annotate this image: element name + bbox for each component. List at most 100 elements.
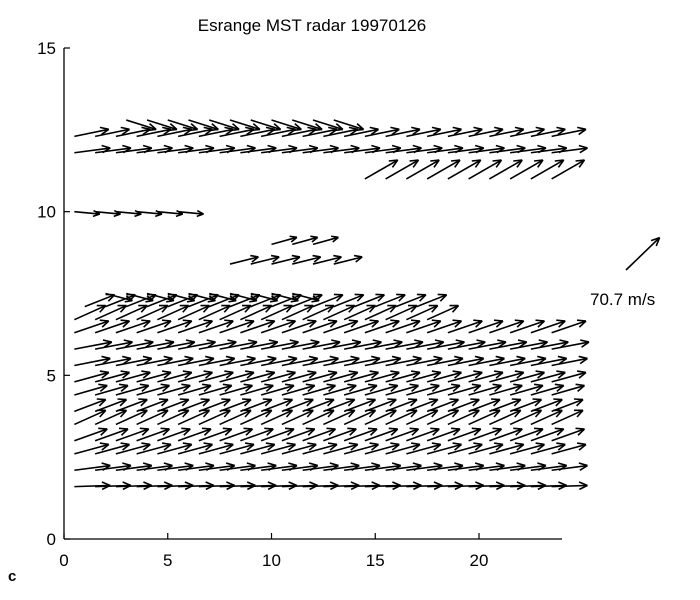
vector-head: [470, 398, 480, 401]
vector-shaft: [302, 128, 338, 138]
wind-vector: [447, 370, 483, 383]
vector-head: [311, 299, 320, 303]
vector-head: [305, 427, 315, 430]
vector-shaft: [281, 398, 314, 413]
vector-shaft: [115, 320, 151, 334]
vector-head: [573, 398, 584, 401]
vector-head: [182, 442, 192, 446]
vector-head: [513, 427, 523, 430]
vector-head: [347, 383, 357, 387]
vector-head: [557, 159, 565, 168]
wind-vector: [260, 370, 296, 383]
vector-head: [147, 128, 157, 132]
wind-vector: [447, 339, 486, 350]
vector-shaft: [426, 409, 459, 426]
vector-head: [537, 144, 547, 149]
vector-shaft: [198, 464, 235, 472]
vector-shaft: [426, 159, 461, 180]
vector-head: [578, 159, 586, 168]
vector-head: [471, 159, 481, 162]
vector-head: [208, 295, 216, 302]
vector-head: [391, 128, 400, 136]
wind-vector: [323, 427, 357, 442]
vector-shaft: [240, 304, 273, 321]
vector-head: [313, 128, 323, 132]
vector-head: [516, 320, 525, 328]
vector-shaft: [468, 128, 504, 138]
wind-vector: [323, 442, 359, 455]
vector-head: [514, 409, 522, 418]
wind-vector: [126, 292, 154, 303]
vector-head: [188, 295, 196, 302]
vector-head: [513, 159, 523, 162]
vector-head: [283, 398, 293, 401]
vector-shaft: [354, 294, 385, 308]
vector-head: [535, 384, 544, 392]
vector-shaft: [302, 147, 339, 154]
vector-shaft: [115, 341, 154, 350]
wind-vector: [468, 383, 503, 396]
wind-vector: [551, 481, 588, 491]
vector-head: [265, 384, 274, 392]
vector-head: [471, 427, 481, 430]
vector-head: [331, 339, 341, 343]
vector-head: [162, 428, 171, 436]
vector-head: [221, 398, 231, 401]
vector-shaft: [364, 443, 400, 455]
vector-head: [409, 427, 419, 430]
vector-shaft: [488, 159, 523, 180]
vector-head: [175, 213, 184, 218]
vector-head: [184, 144, 194, 149]
vector-head: [387, 398, 397, 401]
vector-head: [434, 339, 444, 343]
vector-head: [455, 357, 464, 365]
vector-head: [142, 144, 152, 149]
wind-vector: [94, 355, 132, 367]
wind-vector: [157, 370, 193, 383]
wind-vector: [302, 339, 341, 350]
vector-shaft: [447, 443, 483, 455]
vector-shaft: [229, 294, 261, 308]
wind-vector: [530, 355, 568, 367]
vector-head: [329, 481, 339, 487]
vector-shaft: [157, 210, 183, 215]
vector-head: [412, 159, 420, 168]
vector-head: [493, 319, 504, 322]
vector-head: [472, 398, 480, 407]
vector-shaft: [385, 304, 418, 321]
wind-vector: [468, 126, 504, 138]
vector-head: [413, 357, 422, 365]
vector-head: [347, 398, 356, 407]
vector-head: [205, 355, 215, 360]
vector-head: [419, 294, 427, 302]
wind-vector: [302, 355, 339, 367]
vector-head: [289, 235, 298, 239]
vector-head: [306, 398, 314, 407]
vector-shaft: [74, 304, 107, 321]
vector-head: [310, 235, 318, 239]
wind-vector: [406, 442, 442, 455]
vector-shaft: [271, 256, 301, 265]
vector-head: [578, 481, 588, 487]
vector-head: [449, 398, 459, 401]
vector-head: [312, 295, 320, 302]
vector-head: [433, 320, 442, 328]
vector-head: [120, 428, 129, 436]
vector-shaft: [406, 443, 441, 455]
vector-shaft: [157, 128, 192, 138]
vector-shaft: [115, 443, 151, 455]
wind-vector: [260, 398, 294, 413]
vector-shaft: [364, 464, 401, 472]
vector-head: [101, 443, 110, 451]
vector-shaft: [509, 443, 545, 455]
wind-vector: [177, 398, 211, 413]
vector-shaft: [468, 384, 502, 396]
vector-head: [224, 384, 233, 392]
vector-head: [579, 464, 588, 471]
vector-head: [185, 357, 194, 365]
wind-vector: [343, 442, 379, 455]
vector-head: [451, 305, 460, 313]
vector-head: [391, 355, 401, 360]
vector-shaft: [281, 384, 315, 396]
